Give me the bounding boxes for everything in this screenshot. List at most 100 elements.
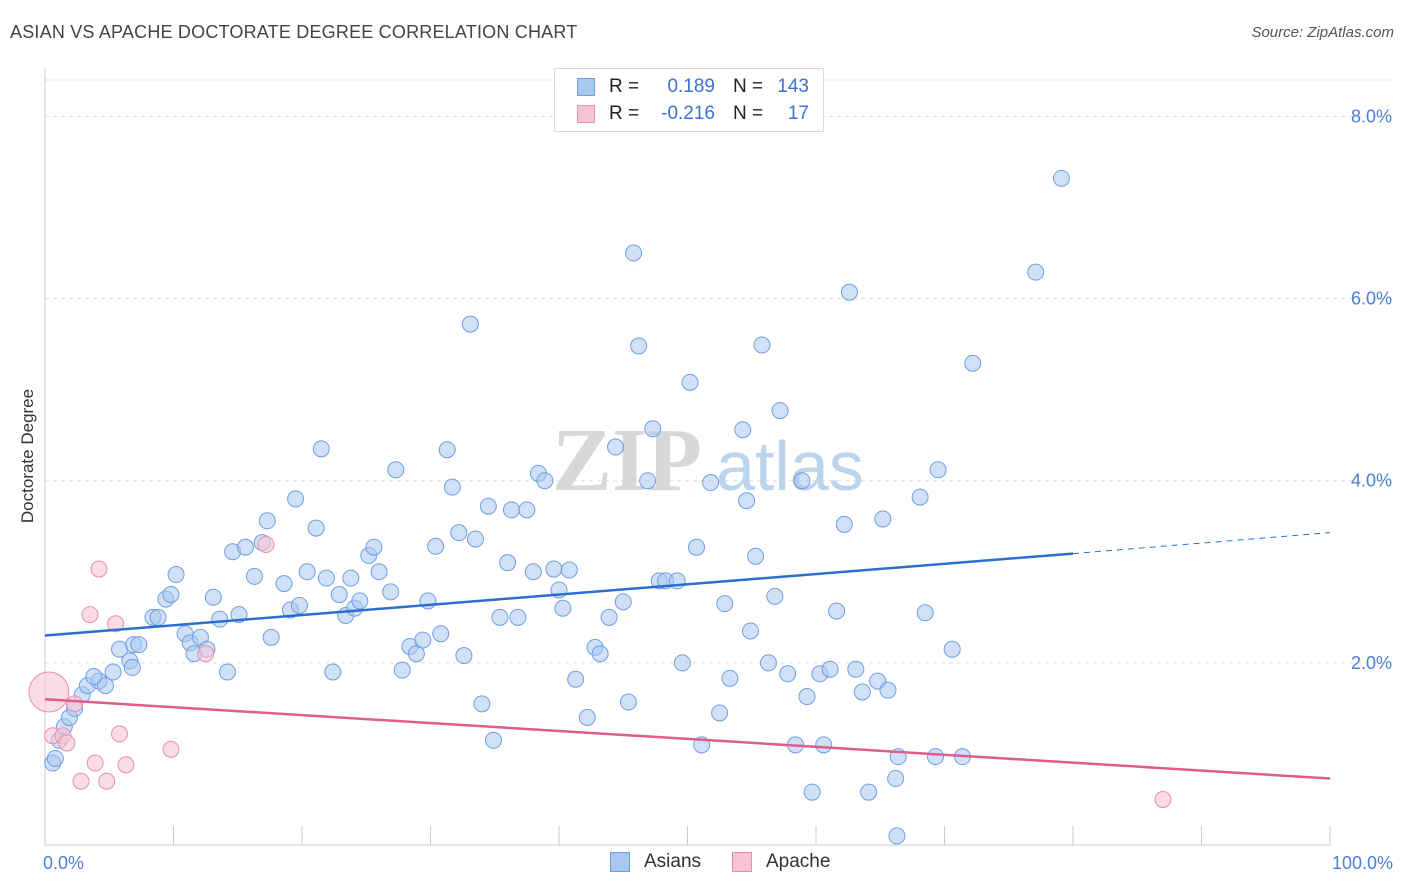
asian-point <box>365 538 383 556</box>
trend-lines <box>44 532 1331 780</box>
series-swatch-asians <box>610 852 630 872</box>
legend-r-label: R = <box>609 76 640 97</box>
asian-point <box>779 665 797 683</box>
asian-point <box>258 512 276 530</box>
data-points <box>28 169 1172 845</box>
y-tick-label: 6.0% <box>1351 289 1392 309</box>
asian-point <box>502 501 520 519</box>
asian-point <box>312 440 330 458</box>
series-legend-asians[interactable]: Asians <box>610 851 701 873</box>
apache-point <box>72 772 90 790</box>
asian-point <box>167 566 185 584</box>
y-tick-label: 4.0% <box>1351 471 1392 491</box>
apache-point <box>111 725 129 743</box>
asian-point <box>927 748 945 766</box>
asian-point <box>382 583 400 601</box>
legend-n-value: 17 <box>787 103 809 124</box>
asian-point <box>916 604 934 622</box>
asian-point <box>450 524 468 542</box>
series-swatch-apache <box>732 852 752 872</box>
legend-row-apache: R = -0.216 N = 17 <box>577 101 809 127</box>
apache-point <box>1154 790 1172 808</box>
asian-point <box>287 490 305 508</box>
asian-point <box>211 610 229 628</box>
asian-point <box>149 608 167 626</box>
axes <box>44 68 1331 846</box>
legend-swatch-asians <box>577 78 595 96</box>
asian-point <box>766 587 784 605</box>
asian-point <box>414 631 432 649</box>
asian-point <box>600 608 618 626</box>
watermark-atlas: atlas <box>716 427 864 505</box>
asian-point <box>262 628 280 646</box>
asian-point <box>803 783 821 801</box>
asian-point <box>499 554 517 572</box>
asian-point <box>673 654 691 672</box>
apache-point <box>98 772 116 790</box>
asian-point <box>578 709 596 726</box>
series-label-asians: Asians <box>644 851 702 872</box>
asian-point <box>473 695 491 713</box>
chart-title: ASIAN VS APACHE DOCTORATE DEGREE CORRELA… <box>10 22 578 42</box>
asian-point <box>407 645 425 663</box>
legend-swatch-apache <box>577 105 595 123</box>
asian-point <box>536 472 554 490</box>
asian-point <box>317 569 335 587</box>
asian-point <box>130 636 148 654</box>
asian-point <box>290 596 308 614</box>
correlation-legend: R = 0.189 N = 143 R = -0.216 N = 17 <box>554 68 824 132</box>
asian-point <box>911 488 929 506</box>
asian-point <box>455 647 473 665</box>
asian-point <box>630 337 648 355</box>
apache-point <box>162 740 180 758</box>
asian-point <box>330 586 348 604</box>
asian-point <box>438 441 456 459</box>
legend-r-value: 0.189 <box>667 76 715 97</box>
asian-point <box>324 663 342 681</box>
asian-point <box>466 530 484 548</box>
legend-n-label: N = <box>733 76 764 97</box>
asian-point <box>46 749 64 767</box>
asian-point <box>307 519 325 537</box>
legend-r-label: R = <box>609 103 640 124</box>
asian-point <box>607 438 625 456</box>
asian-point <box>479 497 497 515</box>
asian-point <box>879 681 897 699</box>
asian-point <box>771 402 789 420</box>
asian-point <box>738 492 756 510</box>
asian-point <box>821 660 839 678</box>
asian-point <box>759 654 777 672</box>
asian-point <box>835 515 853 533</box>
asian-point <box>929 461 947 479</box>
asian-point <box>793 472 811 490</box>
legend-n-label: N = <box>733 103 764 124</box>
asian-point <box>245 567 263 585</box>
asian-point <box>741 622 759 640</box>
asian-trend-line <box>44 552 1074 637</box>
asian-point <box>591 645 609 663</box>
asian-point <box>747 547 765 565</box>
asian-point <box>888 827 906 845</box>
apache-trend-line <box>44 698 1331 780</box>
series-legend-apache[interactable]: Apache <box>732 851 830 873</box>
legend-r-value: -0.216 <box>661 103 715 124</box>
x-tick-label: 0.0% <box>43 853 84 873</box>
asian-point <box>370 563 388 581</box>
asian-point <box>847 660 865 678</box>
asian-point <box>509 608 527 626</box>
asian-point <box>734 421 752 439</box>
watermark-zip: ZIP <box>552 411 702 510</box>
x-tick-label: 100.0% <box>1332 853 1393 873</box>
apache-point <box>81 606 99 624</box>
asian-point <box>840 283 858 301</box>
asian-point <box>681 373 699 391</box>
asian-point <box>721 669 739 687</box>
asian-point <box>484 731 502 749</box>
asian-point <box>275 575 293 593</box>
asian-point <box>711 704 729 722</box>
asian-point <box>554 599 572 617</box>
asian-point <box>85 668 103 686</box>
apache-point <box>90 560 108 578</box>
apache-point <box>107 615 125 633</box>
